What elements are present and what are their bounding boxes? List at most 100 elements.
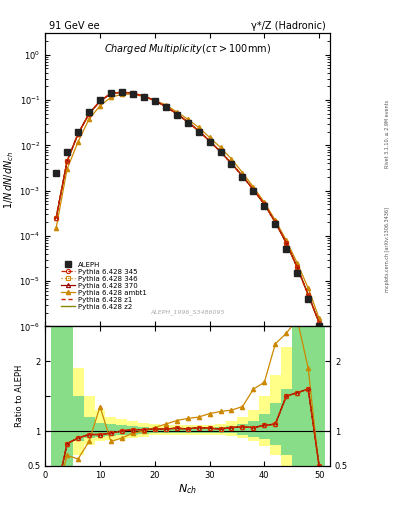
- Pythia 6.428 ambt1: [262, 199, 267, 205]
- Pythia 6.428 z2: [119, 89, 124, 95]
- Pythia 6.428 ambt1: [196, 124, 201, 131]
- Pythia 6.428 346: [163, 103, 168, 110]
- Text: Charged Multiplicity$(c\tau > 100\mathrm{mm})$: Charged Multiplicity$(c\tau > 100\mathrm…: [104, 42, 271, 56]
- Pythia 6.428 346: [141, 93, 146, 99]
- Pythia 6.428 ambt1: [317, 315, 321, 322]
- Pythia 6.428 ambt1: [54, 225, 59, 231]
- Pythia 6.428 346: [251, 186, 256, 193]
- Pythia 6.428 370: [141, 93, 146, 99]
- Pythia 6.428 z2: [229, 160, 234, 166]
- Pythia 6.428 ambt1: [76, 139, 81, 145]
- Pythia 6.428 ambt1: [108, 94, 113, 100]
- Pythia 6.428 346: [273, 219, 278, 225]
- Pythia 6.428 345: [119, 89, 124, 95]
- Pythia 6.428 370: [306, 292, 310, 298]
- Pythia 6.428 z2: [262, 201, 267, 207]
- Pythia 6.428 345: [97, 98, 102, 104]
- Pythia 6.428 z2: [251, 186, 256, 193]
- Pythia 6.428 345: [185, 119, 190, 125]
- Pythia 6.428 z1: [87, 111, 92, 117]
- Pythia 6.428 z2: [87, 111, 92, 117]
- Pythia 6.428 346: [306, 292, 310, 298]
- Pythia 6.428 370: [240, 173, 245, 179]
- Pythia 6.428 370: [207, 138, 212, 144]
- Pythia 6.428 370: [273, 219, 278, 225]
- Pythia 6.428 z1: [251, 186, 256, 193]
- Pythia 6.428 370: [87, 111, 92, 117]
- Pythia 6.428 345: [108, 91, 113, 97]
- Pythia 6.428 346: [240, 173, 245, 179]
- Pythia 6.428 370: [65, 158, 70, 164]
- Pythia 6.428 345: [251, 186, 256, 193]
- Pythia 6.428 z1: [174, 111, 179, 117]
- Pythia 6.428 z2: [295, 264, 299, 270]
- ALEPH: [65, 150, 70, 156]
- Pythia 6.428 346: [196, 127, 201, 134]
- Pythia 6.428 346: [218, 149, 223, 155]
- Pythia 6.428 z1: [295, 264, 299, 270]
- Pythia 6.428 346: [108, 91, 113, 97]
- Pythia 6.428 345: [262, 201, 267, 207]
- Pythia 6.428 345: [76, 131, 81, 137]
- Pythia 6.428 345: [196, 127, 201, 134]
- Pythia 6.428 ambt1: [87, 116, 92, 122]
- Pythia 6.428 370: [295, 264, 299, 270]
- Pythia 6.428 z1: [240, 173, 245, 179]
- ALEPH: [317, 323, 321, 329]
- Pythia 6.428 z1: [130, 90, 135, 96]
- Pythia 6.428 346: [185, 119, 190, 125]
- ALEPH: [196, 129, 201, 135]
- ALEPH: [152, 98, 157, 104]
- Pythia 6.428 z1: [141, 93, 146, 99]
- Pythia 6.428 345: [130, 90, 135, 96]
- Pythia 6.428 370: [108, 91, 113, 97]
- Pythia 6.428 ambt1: [119, 91, 124, 97]
- Pythia 6.428 z1: [218, 149, 223, 155]
- Pythia 6.428 345: [306, 292, 310, 298]
- Pythia 6.428 346: [76, 131, 81, 137]
- Pythia 6.428 345: [65, 158, 70, 164]
- ALEPH: [306, 296, 310, 302]
- Pythia 6.428 z1: [163, 103, 168, 110]
- Pythia 6.428 345: [54, 215, 59, 221]
- Pythia 6.428 z1: [207, 138, 212, 144]
- Pythia 6.428 ambt1: [65, 166, 70, 172]
- Pythia 6.428 370: [262, 201, 267, 207]
- Pythia 6.428 370: [54, 215, 59, 221]
- Pythia 6.428 ambt1: [97, 103, 102, 109]
- ALEPH: [87, 109, 92, 115]
- Pythia 6.428 ambt1: [185, 116, 190, 122]
- Pythia 6.428 346: [284, 240, 288, 246]
- Pythia 6.428 370: [185, 119, 190, 125]
- Pythia 6.428 z2: [130, 90, 135, 96]
- ALEPH: [262, 203, 267, 209]
- Legend: ALEPH, Pythia 6.428 345, Pythia 6.428 346, Pythia 6.428 370, Pythia 6.428 ambt1,: ALEPH, Pythia 6.428 345, Pythia 6.428 34…: [60, 260, 149, 311]
- Pythia 6.428 ambt1: [141, 94, 146, 100]
- ALEPH: [229, 161, 234, 167]
- Pythia 6.428 345: [229, 160, 234, 166]
- Pythia 6.428 ambt1: [218, 144, 223, 151]
- Pythia 6.428 z1: [229, 160, 234, 166]
- Pythia 6.428 346: [152, 97, 157, 103]
- Pythia 6.428 346: [65, 158, 70, 164]
- Pythia 6.428 345: [295, 264, 299, 270]
- ALEPH: [251, 187, 256, 194]
- Pythia 6.428 370: [130, 90, 135, 96]
- ALEPH: [76, 129, 81, 135]
- Line: Pythia 6.428 346: Pythia 6.428 346: [54, 90, 321, 325]
- Pythia 6.428 z1: [108, 91, 113, 97]
- ALEPH: [284, 246, 288, 252]
- Pythia 6.428 ambt1: [207, 134, 212, 140]
- Pythia 6.428 370: [229, 160, 234, 166]
- Pythia 6.428 346: [87, 111, 92, 117]
- Pythia 6.428 z2: [196, 127, 201, 134]
- Pythia 6.428 370: [97, 98, 102, 104]
- Pythia 6.428 ambt1: [163, 102, 168, 108]
- Pythia 6.428 ambt1: [240, 169, 245, 176]
- Pythia 6.428 370: [317, 319, 321, 326]
- ALEPH: [108, 90, 113, 96]
- Pythia 6.428 ambt1: [284, 237, 288, 243]
- Pythia 6.428 370: [119, 89, 124, 95]
- Pythia 6.428 ambt1: [152, 97, 157, 103]
- Pythia 6.428 z2: [284, 240, 288, 246]
